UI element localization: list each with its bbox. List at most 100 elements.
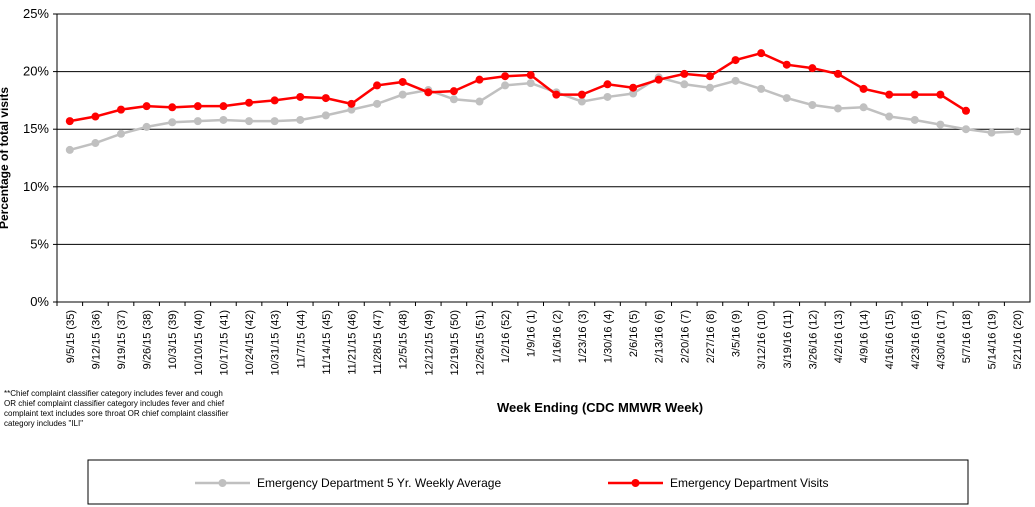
data-point [270,117,279,126]
data-point [936,120,945,129]
x-axis-title: Week Ending (CDC MMWR Week) [497,400,703,415]
data-point [833,104,842,113]
x-tick-label: 9/12/15 (36) [90,310,102,369]
x-tick-label: 10/10/15 (40) [193,310,205,375]
data-point [731,76,740,85]
x-tick-label: 11/21/15 (46) [346,310,358,375]
legend-marker [218,479,227,487]
data-point [680,80,689,89]
data-point [808,64,817,73]
data-point [270,96,279,105]
data-point [91,139,100,148]
data-point [936,90,945,99]
data-point [961,106,970,115]
x-tick-label: 3/19/16 (11) [782,310,794,369]
x-tick-label: 11/7/15 (44) [295,310,307,369]
legend-label: Emergency Department 5 Yr. Weekly Averag… [257,476,501,490]
y-tick-label: 0% [30,294,49,309]
x-tick-label: 4/23/16 (16) [910,310,922,369]
data-point [424,88,433,97]
x-tick-label: 1/16/16 (2) [551,310,563,363]
data-point [833,69,842,78]
data-point [296,92,305,101]
legend-label: Emergency Department Visits [670,476,829,490]
y-tick-label: 10% [23,179,49,194]
data-point [142,102,151,111]
data-point [961,125,970,134]
data-point [117,129,126,138]
data-point [654,75,663,84]
x-tick-label: 12/19/15 (50) [449,310,461,375]
x-tick-label: 4/16/16 (15) [884,310,896,369]
x-tick-label: 9/26/15 (38) [142,310,154,369]
footnote: OR chief complaint classifier category i… [4,399,225,408]
x-tick-label: 10/17/15 (41) [218,310,230,375]
x-tick-label: 11/28/15 (47) [372,310,384,375]
plot-area [56,13,1031,303]
data-point [398,90,407,99]
x-tick-label: 1/2/16 (52) [500,310,512,363]
data-point [629,89,638,98]
data-point [501,81,510,90]
data-point [168,103,177,112]
data-point [859,103,868,112]
x-tick-label: 4/9/16 (14) [859,310,871,363]
data-point [296,115,305,124]
x-tick-label: 12/12/15 (49) [423,310,435,375]
data-point [859,84,868,93]
data-point [475,75,484,84]
data-point [219,102,228,111]
data-point [398,77,407,86]
x-tick-label: 2/27/16 (8) [705,310,717,363]
x-tick-label: 1/30/16 (4) [603,310,615,363]
x-tick-label: 5/21/16 (20) [1012,310,1024,369]
data-point [373,99,382,108]
data-point [501,72,510,81]
x-tick-label: 2/13/16 (6) [654,310,666,363]
y-tick-label: 25% [23,6,49,21]
y-tick-label: 5% [30,236,49,251]
data-point [680,69,689,78]
legend-marker [631,479,640,487]
data-point [808,101,817,110]
footnote: category includes "ILI" [4,419,83,428]
footnote: complaint text includes sore throat OR c… [4,409,229,418]
data-point [526,71,535,80]
data-point [193,117,202,126]
data-point [449,87,458,96]
data-point [321,111,330,120]
data-point [219,115,228,124]
data-point [782,60,791,69]
data-point [168,118,177,127]
data-point [142,122,151,131]
data-point [373,81,382,90]
data-point [347,99,356,108]
data-point [193,102,202,111]
data-point [757,84,766,93]
data-point [449,95,458,104]
x-tick-label: 10/31/15 (43) [270,310,282,375]
data-point [577,97,586,106]
data-point [117,105,126,114]
data-point [782,94,791,103]
y-tick-label: 20% [23,64,49,79]
x-tick-label: 2/20/16 (7) [679,310,691,363]
data-point [321,94,330,103]
data-point [731,56,740,65]
data-point [245,117,254,126]
x-tick-label: 1/9/16 (1) [526,310,538,357]
data-point [757,49,766,58]
legend-box [87,459,969,505]
x-tick-label: 4/30/16 (17) [935,310,947,369]
x-tick-label: 5/7/16 (18) [961,310,973,363]
x-tick-label: 1/23/16 (3) [577,310,589,363]
data-point [65,145,74,154]
data-point [245,98,254,107]
x-tick-label: 12/26/15 (51) [474,310,486,375]
x-tick-label: 5/14/16 (19) [987,310,999,369]
series-line [69,51,967,123]
y-tick-label: 15% [23,121,49,136]
x-tick-label: 3/12/16 (10) [756,310,768,369]
data-point [705,83,714,92]
